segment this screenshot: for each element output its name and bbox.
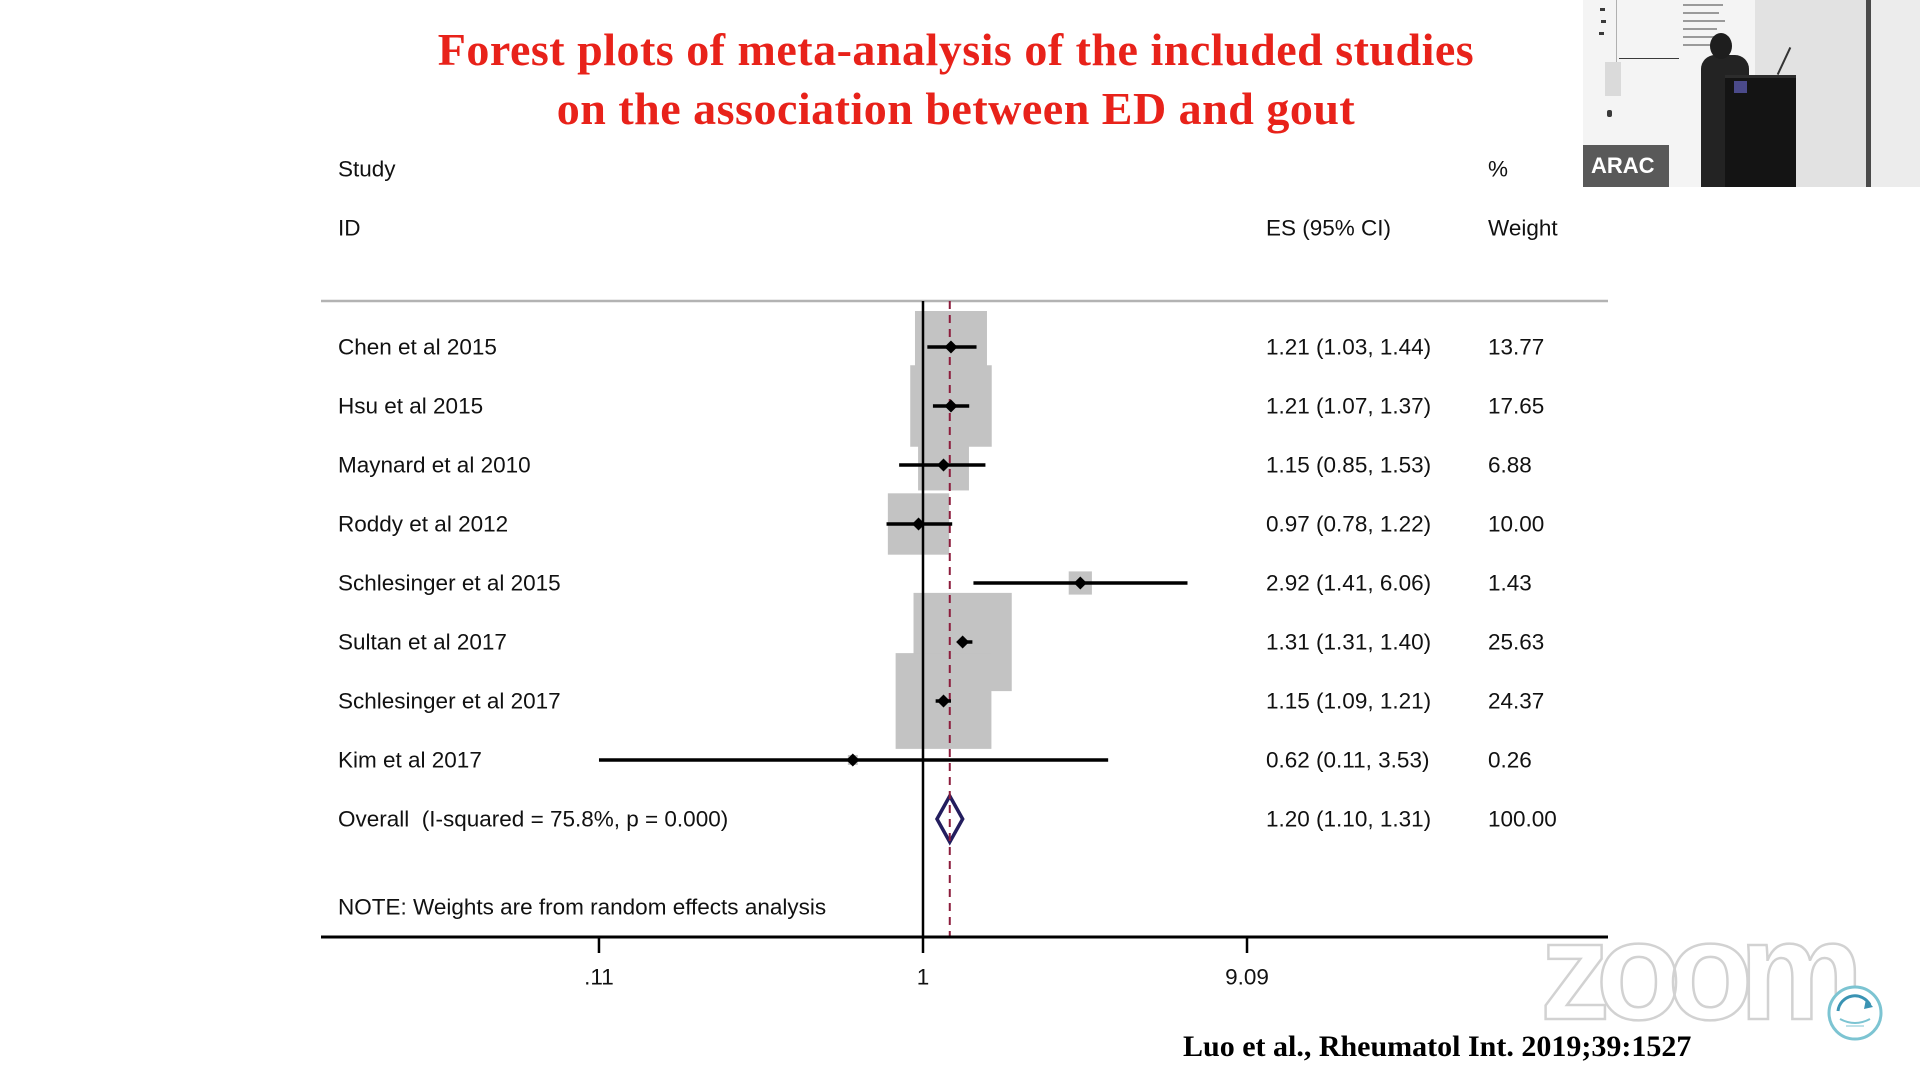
weight-label: 17.65 <box>1488 394 1544 419</box>
point-estimate-marker <box>937 458 951 472</box>
header-effect-size: ES (95% CI) <box>1266 216 1391 241</box>
study-label: Schlesinger et al 2015 <box>338 571 561 596</box>
weight-boxes <box>847 311 1092 765</box>
header-study: Study <box>338 157 396 182</box>
study-label: Hsu et al 2015 <box>338 394 483 419</box>
overall-effect-size-label: 1.20 (1.10, 1.31) <box>1266 807 1431 832</box>
overall-weight-label: 100.00 <box>1488 807 1557 832</box>
society-logo-icon <box>1827 985 1883 1041</box>
effect-size-label: 1.21 (1.07, 1.37) <box>1266 394 1431 419</box>
point-estimate-marker <box>1073 576 1087 590</box>
overall-label: Overall (I-squared = 75.8%, p = 0.000) <box>338 807 728 832</box>
slide-title: Forest plots of meta-analysis of the inc… <box>0 20 1912 138</box>
weight-label: 13.77 <box>1488 335 1544 360</box>
slide-title-line-2: on the association between ED and gout <box>556 83 1356 134</box>
weight-label: 6.88 <box>1488 453 1532 478</box>
weight-label: 25.63 <box>1488 630 1544 655</box>
effect-size-label: 1.21 (1.03, 1.44) <box>1266 335 1431 360</box>
effect-size-label: 1.31 (1.31, 1.40) <box>1266 630 1431 655</box>
participant-name: ARAC <box>1591 153 1655 178</box>
background-wall-right <box>1871 0 1920 187</box>
participant-name-label: ARAC <box>1583 145 1669 187</box>
footnote: NOTE: Weights are from random effects an… <box>338 895 826 920</box>
citation: Luo et al., Rheumatol Int. 2019;39:1527 <box>1183 1030 1692 1063</box>
speaker-video-tile[interactable]: ARAC <box>1583 0 1920 187</box>
wall-pillar <box>1866 0 1871 187</box>
header-weight: Weight <box>1488 216 1558 241</box>
effect-size-label: 1.15 (1.09, 1.21) <box>1266 689 1431 714</box>
podium <box>1725 75 1796 187</box>
effect-size-label: 0.97 (0.78, 1.22) <box>1266 512 1431 537</box>
point-estimate-marker <box>846 753 860 767</box>
study-label: Chen et al 2015 <box>338 335 497 360</box>
point-estimate-marker <box>956 635 970 649</box>
x-axis-tick-label: .11 <box>584 965 614 990</box>
point-estimate-marker <box>912 517 926 531</box>
study-label: Maynard et al 2010 <box>338 453 531 478</box>
x-axis-tick-label: 9.09 <box>1225 965 1269 990</box>
header-percent: % <box>1488 157 1508 182</box>
weight-label: 1.43 <box>1488 571 1532 596</box>
point-estimates <box>846 340 1087 767</box>
effect-size-label: 2.92 (1.41, 6.06) <box>1266 571 1431 596</box>
weight-label: 10.00 <box>1488 512 1544 537</box>
effect-size-label: 0.62 (0.11, 3.53) <box>1266 748 1429 773</box>
point-estimate-marker <box>944 399 958 413</box>
podium-sign <box>1734 81 1747 93</box>
slide-title-line-1: Forest plots of meta-analysis of the inc… <box>437 24 1475 75</box>
study-label: Kim et al 2017 <box>338 748 482 773</box>
weight-label: 0.26 <box>1488 748 1532 773</box>
speaker-head <box>1710 33 1732 59</box>
study-label: Sultan et al 2017 <box>338 630 507 655</box>
row-labels: Chen et al 2015 1.21 (1.03, 1.44) 13.77 Hsu… <box>338 335 1557 832</box>
effect-size-label: 1.15 (0.85, 1.53) <box>1266 453 1431 478</box>
study-label: Schlesinger et al 2017 <box>338 689 561 714</box>
point-estimate-marker <box>944 340 958 354</box>
x-axis-tick-label: 1 <box>917 965 930 990</box>
weight-label: 24.37 <box>1488 689 1544 714</box>
header-id: ID <box>338 216 361 241</box>
x-axis-ticks: .11 1 9.09 <box>584 937 1269 990</box>
study-label: Roddy et al 2012 <box>338 512 508 537</box>
point-estimate-marker <box>937 694 951 708</box>
